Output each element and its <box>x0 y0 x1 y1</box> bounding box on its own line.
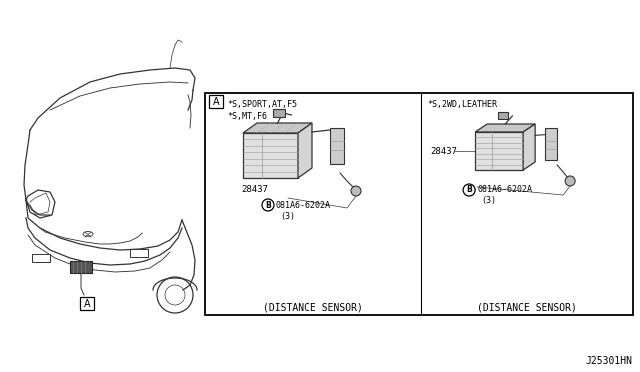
Text: B: B <box>467 186 472 195</box>
Circle shape <box>463 184 475 196</box>
Bar <box>70 261 92 273</box>
Bar <box>499 112 508 119</box>
Text: (DISTANCE SENSOR): (DISTANCE SENSOR) <box>477 302 577 312</box>
Text: *S,MT,F6: *S,MT,F6 <box>227 112 267 121</box>
Bar <box>32 254 50 262</box>
Bar <box>330 128 344 164</box>
Bar <box>209 95 223 108</box>
Text: 081A6-6202A: 081A6-6202A <box>276 201 331 209</box>
Polygon shape <box>523 124 535 170</box>
Text: (DISTANCE SENSOR): (DISTANCE SENSOR) <box>263 302 363 312</box>
Text: J25301HN: J25301HN <box>585 356 632 366</box>
Text: (3): (3) <box>481 196 496 205</box>
Text: *S,SPORT,AT,F5: *S,SPORT,AT,F5 <box>227 100 297 109</box>
Text: 28437: 28437 <box>241 186 268 195</box>
Polygon shape <box>243 133 298 178</box>
Circle shape <box>351 186 361 196</box>
Polygon shape <box>298 123 312 178</box>
Circle shape <box>565 176 575 186</box>
Circle shape <box>262 199 274 211</box>
Polygon shape <box>475 124 535 132</box>
Text: (3): (3) <box>280 212 295 221</box>
Polygon shape <box>475 132 523 170</box>
Text: 081A6-6202A: 081A6-6202A <box>477 186 532 195</box>
Bar <box>80 297 94 310</box>
Bar <box>273 109 285 117</box>
Polygon shape <box>243 123 312 133</box>
Bar <box>130 249 148 257</box>
Bar <box>205 93 633 315</box>
Text: B: B <box>265 201 271 209</box>
Text: A: A <box>84 299 90 309</box>
Text: 28437: 28437 <box>430 147 457 155</box>
Text: *S,2WD,LEATHER: *S,2WD,LEATHER <box>427 100 497 109</box>
Bar <box>545 128 557 160</box>
Text: A: A <box>212 97 220 107</box>
